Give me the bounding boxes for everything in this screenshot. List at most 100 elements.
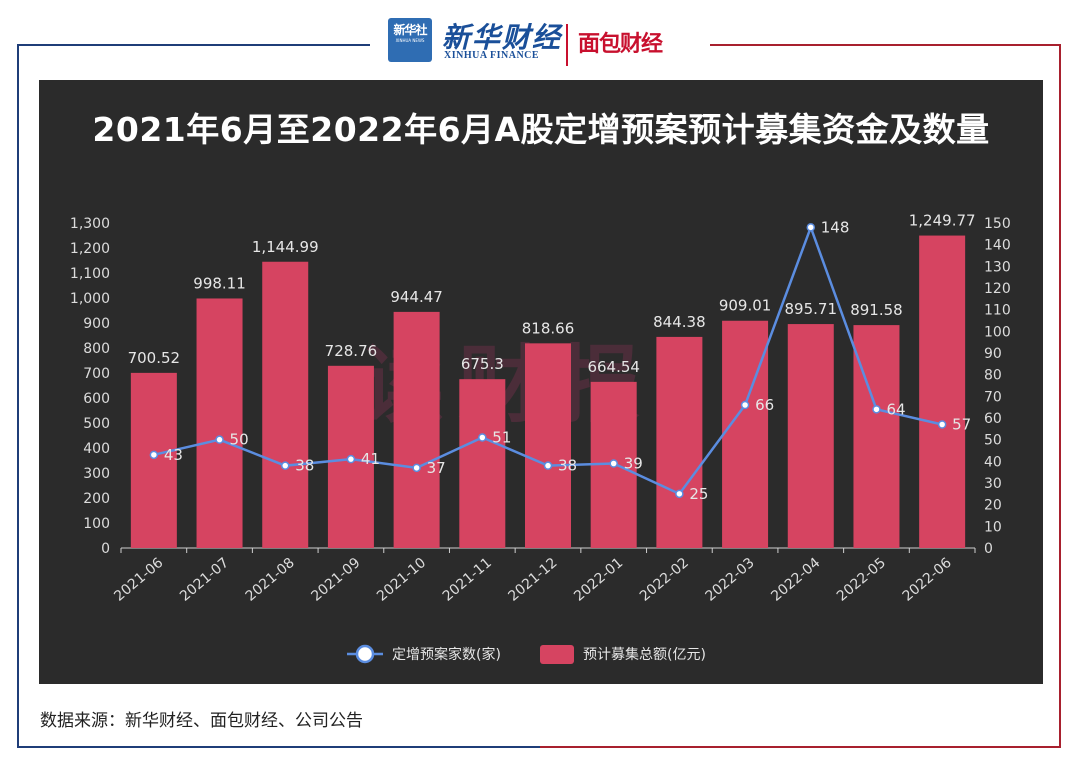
bar-value-label: 675.3 bbox=[461, 355, 504, 373]
bar-value-label: 1,249.77 bbox=[909, 212, 976, 230]
line-point bbox=[937, 420, 947, 429]
header-logo: 新华社 XINHUA NEWS 新华财经 XINHUA FINANCE 面包财经 bbox=[380, 14, 710, 70]
line-point bbox=[675, 489, 684, 499]
y-right-tick-label: 110 bbox=[984, 303, 1011, 319]
bar-value-label: 844.38 bbox=[653, 313, 706, 331]
legend-line-marker bbox=[355, 644, 375, 664]
frame-left-border bbox=[17, 44, 540, 748]
bar bbox=[919, 235, 966, 548]
bar bbox=[196, 298, 243, 548]
line-value-label: 64 bbox=[886, 400, 905, 418]
x-tick-label: 2022-04 bbox=[768, 555, 823, 605]
y-left-tick-label: 500 bbox=[83, 416, 110, 432]
y-right-tick-label: 0 bbox=[984, 541, 993, 557]
x-tick-label: 2021-09 bbox=[308, 555, 363, 605]
line-value-label: 148 bbox=[821, 218, 850, 236]
line-point bbox=[806, 223, 816, 232]
y-right-tick-label: 100 bbox=[984, 324, 1011, 340]
line-value-label: 43 bbox=[164, 446, 183, 464]
line-value-label: 25 bbox=[689, 485, 708, 503]
bar bbox=[130, 372, 177, 548]
y-right-tick-label: 120 bbox=[984, 281, 1011, 297]
x-tick-label: 2021-08 bbox=[243, 555, 298, 605]
line-point bbox=[872, 405, 881, 414]
xinhua-badge-en: XINHUA NEWS bbox=[395, 38, 425, 43]
bar-value-label: 728.76 bbox=[325, 342, 378, 360]
bar bbox=[656, 336, 703, 548]
line-point bbox=[346, 454, 356, 464]
bar bbox=[722, 320, 769, 548]
frame-right-border bbox=[540, 44, 1061, 748]
bar-value-label: 664.54 bbox=[587, 358, 640, 376]
logo-separator bbox=[566, 24, 568, 66]
x-tick-label: 2021-12 bbox=[505, 555, 560, 605]
x-tick-label: 2022-02 bbox=[637, 555, 692, 605]
bar bbox=[853, 325, 900, 548]
bar-value-label: 700.52 bbox=[128, 349, 181, 367]
line-point bbox=[280, 461, 290, 470]
y-right-tick-label: 20 bbox=[984, 498, 1002, 514]
x-tick-label: 2021-11 bbox=[440, 555, 495, 605]
bar bbox=[393, 311, 440, 548]
x-tick-label: 2021-07 bbox=[177, 555, 232, 605]
line-value-label: 50 bbox=[230, 431, 249, 449]
y-left-tick-label: 1,000 bbox=[70, 291, 110, 307]
y-right-tick-label: 150 bbox=[984, 216, 1011, 232]
brand-name-en: XINHUA FINANCE bbox=[444, 50, 540, 61]
line-point bbox=[543, 461, 553, 470]
line-value-label: 38 bbox=[295, 457, 314, 475]
y-left-tick-label: 600 bbox=[83, 391, 110, 407]
line-point bbox=[478, 433, 487, 442]
source-note: 数据来源：新华财经、面包财经、公司公告 bbox=[40, 711, 363, 731]
bar bbox=[262, 261, 309, 548]
y-right-tick-label: 10 bbox=[984, 519, 1002, 535]
line-value-label: 57 bbox=[952, 416, 971, 434]
bar bbox=[787, 324, 834, 548]
line-value-label: 39 bbox=[624, 455, 643, 473]
legend-label-line: 定增预案家数(家) bbox=[392, 646, 501, 663]
line-value-label: 66 bbox=[755, 396, 774, 414]
brand-name-cn: 新华财经 bbox=[442, 21, 563, 54]
bar bbox=[525, 343, 571, 548]
x-tick-label: 2022-03 bbox=[703, 555, 758, 605]
y-right-tick-label: 60 bbox=[984, 411, 1002, 427]
y-left-tick-label: 300 bbox=[83, 466, 110, 482]
bar-value-label: 998.11 bbox=[193, 274, 246, 292]
bar-value-label: 818.66 bbox=[522, 319, 575, 337]
bar-value-label: 891.58 bbox=[850, 301, 903, 319]
y-left-tick-label: 800 bbox=[83, 341, 110, 357]
line-point bbox=[215, 435, 224, 444]
bar-value-label: 895.71 bbox=[785, 300, 838, 318]
y-right-tick-label: 50 bbox=[984, 433, 1002, 449]
x-tick-label: 2021-06 bbox=[111, 555, 166, 605]
bar-value-label: 1,144.99 bbox=[252, 238, 319, 256]
line-point bbox=[149, 450, 159, 460]
line-point bbox=[740, 400, 750, 410]
y-left-tick-label: 1,200 bbox=[70, 241, 110, 257]
x-tick-label: 2022-06 bbox=[900, 555, 955, 605]
y-right-tick-label: 140 bbox=[984, 238, 1011, 254]
line-value-label: 41 bbox=[361, 450, 380, 468]
y-left-tick-label: 0 bbox=[101, 541, 110, 557]
line-point bbox=[412, 463, 421, 473]
y-left-tick-label: 1,300 bbox=[70, 216, 110, 232]
x-tick-label: 2021-10 bbox=[374, 555, 429, 605]
y-left-tick-label: 900 bbox=[83, 316, 110, 332]
line-point bbox=[609, 459, 618, 468]
line-value-label: 37 bbox=[427, 459, 446, 477]
x-tick-label: 2022-01 bbox=[571, 555, 626, 605]
chart-title: 2021年6月至2022年6月A股定增预案预计募集资金及数量 bbox=[92, 110, 990, 149]
y-right-tick-label: 80 bbox=[984, 368, 1002, 384]
y-right-tick-label: 70 bbox=[984, 389, 1002, 405]
y-left-tick-label: 200 bbox=[83, 491, 110, 507]
legend-bar-swatch bbox=[540, 645, 574, 664]
x-tick-label: 2022-05 bbox=[834, 555, 889, 605]
line-value-label: 51 bbox=[492, 429, 511, 447]
y-left-tick-label: 400 bbox=[83, 441, 110, 457]
y-left-tick-label: 700 bbox=[83, 366, 110, 382]
xinhua-badge-cn: 新华社 bbox=[393, 23, 427, 37]
y-right-tick-label: 40 bbox=[984, 454, 1002, 470]
partner-brand: 面包财经 bbox=[578, 32, 663, 57]
